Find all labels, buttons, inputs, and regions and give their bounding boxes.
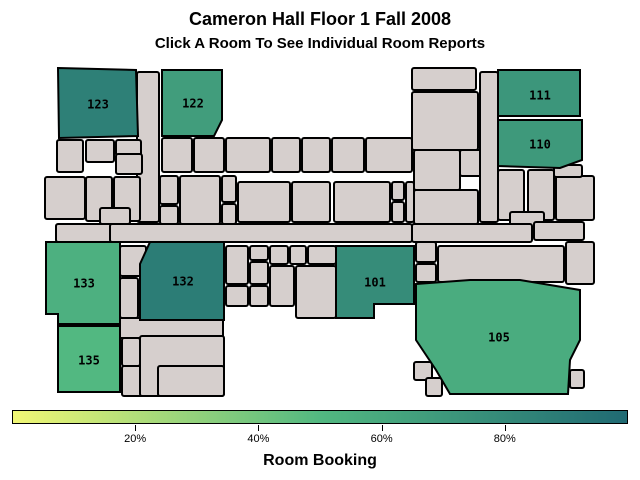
room-unassigned: [225, 137, 271, 173]
room-123[interactable]: [56, 66, 140, 140]
room-unassigned: [333, 181, 391, 223]
room-unassigned: [179, 175, 221, 225]
map-subtitle: Click A Room To See Individual Room Repo…: [154, 35, 486, 52]
room-unassigned: [44, 176, 86, 220]
room-unassigned: [289, 245, 307, 265]
room-unassigned: [405, 181, 415, 223]
room-unassigned: [159, 175, 179, 205]
room-101[interactable]: [335, 245, 415, 319]
room-unassigned: [99, 207, 131, 225]
room-unassigned: [249, 285, 269, 307]
room-unassigned: [391, 181, 405, 201]
room-label-123: 123: [87, 98, 109, 112]
room-unassigned: [415, 241, 437, 263]
room-unassigned: [413, 149, 461, 191]
room-unassigned: [159, 205, 179, 225]
scale-tick: [504, 425, 506, 431]
room-135[interactable]: [57, 325, 121, 393]
room-unassigned: [307, 245, 337, 265]
room-unassigned: [157, 365, 225, 397]
room-unassigned: [225, 285, 249, 307]
room-unassigned: [555, 175, 595, 221]
room-label-133: 133: [73, 277, 95, 291]
room-unassigned: [533, 221, 585, 241]
room-unassigned: [569, 369, 585, 389]
room-unassigned: [291, 181, 331, 223]
room-label-105: 105: [488, 331, 510, 345]
room-label-110: 110: [529, 138, 551, 152]
room-unassigned: [55, 223, 113, 243]
room-unassigned: [271, 137, 301, 173]
room-unassigned: [85, 139, 115, 163]
room-unassigned: [565, 241, 595, 285]
room-unassigned: [225, 245, 249, 285]
room-unassigned: [249, 261, 269, 285]
room-unassigned: [365, 137, 413, 173]
room-unassigned: [237, 181, 291, 223]
room-unassigned: [121, 337, 141, 367]
room-unassigned: [56, 139, 84, 173]
floor-plan-map: 123 122 111 110 133 132 101 105 135: [44, 66, 595, 397]
scale-tick-label: 20%: [124, 433, 147, 445]
room-132[interactable]: [139, 241, 225, 321]
room-unassigned: [479, 71, 499, 223]
map-title: Cameron Hall Floor 1 Fall 2008: [188, 9, 452, 29]
booked-rooms[interactable]: 123 122 111 110 133 132 101 105 135: [45, 66, 583, 395]
room-label-111: 111: [529, 89, 551, 103]
room-unassigned: [221, 175, 237, 203]
room-unassigned: [411, 91, 479, 151]
room-unassigned: [295, 265, 337, 319]
scale-tick: [381, 425, 383, 431]
room-110[interactable]: [497, 119, 583, 170]
legend-title: Room Booking: [263, 452, 377, 469]
room-unassigned: [437, 245, 565, 283]
room-122[interactable]: [161, 69, 223, 137]
room-133[interactable]: [45, 241, 121, 325]
room-unassigned: [425, 377, 443, 397]
room-unassigned: [161, 137, 193, 173]
room-label-122: 122: [182, 97, 204, 111]
room-unassigned: [413, 361, 433, 381]
scale-tick-label: 40%: [247, 433, 270, 445]
room-unassigned: [269, 265, 295, 307]
room-unassigned: [413, 189, 479, 225]
room-unassigned: [269, 245, 289, 265]
room-unassigned: [115, 153, 143, 175]
room-unassigned: [249, 245, 269, 261]
room-unassigned: [193, 137, 225, 173]
room-unassigned: [331, 137, 365, 173]
room-unassigned: [221, 203, 237, 225]
room-unassigned: [301, 137, 331, 173]
room-label-132: 132: [172, 275, 194, 289]
room-unassigned: [109, 223, 413, 243]
room-unassigned: [411, 223, 533, 243]
scale-tick-label: 60%: [370, 433, 393, 445]
room-111[interactable]: [497, 69, 581, 117]
room-label-101: 101: [364, 276, 386, 290]
room-unassigned: [415, 263, 437, 283]
room-unassigned: [119, 277, 139, 319]
room-unassigned: [391, 201, 405, 223]
scale-tick: [258, 425, 260, 431]
room-105[interactable]: [415, 279, 581, 395]
room-unassigned: [411, 67, 477, 91]
color-scale-bar: [12, 410, 628, 424]
scale-tick-label: 80%: [493, 433, 516, 445]
room-label-135: 135: [78, 354, 100, 368]
scale-tick: [135, 425, 137, 431]
